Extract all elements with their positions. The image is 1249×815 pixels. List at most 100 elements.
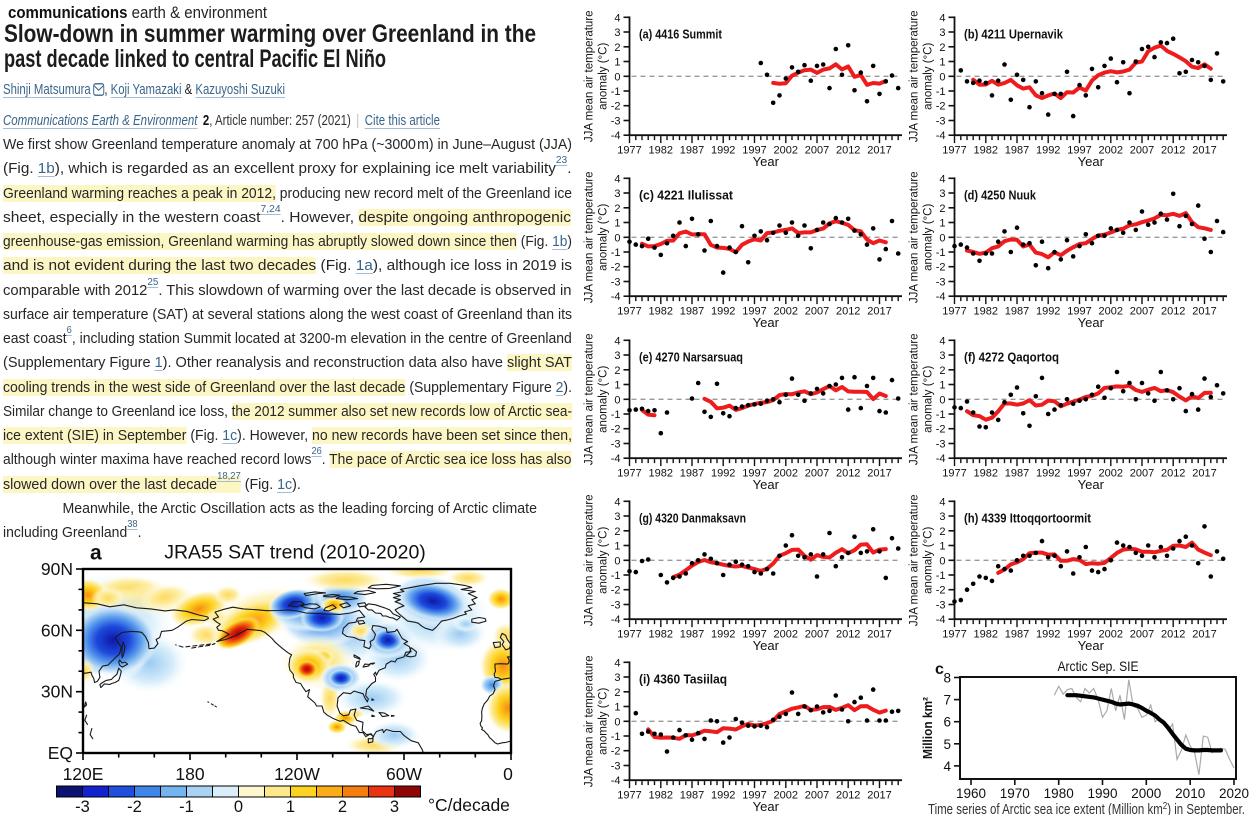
svg-text:0: 0 xyxy=(234,798,243,815)
svg-text:anomaly (°C): anomaly (°C) xyxy=(598,688,610,755)
svg-text:-3: -3 xyxy=(935,599,945,611)
svg-text:-4: -4 xyxy=(935,453,945,465)
svg-text:-2: -2 xyxy=(935,101,945,113)
svg-text:-2: -2 xyxy=(611,262,621,274)
svg-text:-2: -2 xyxy=(935,262,945,274)
svg-text:1: 1 xyxy=(614,379,620,391)
svg-text:(i) 4360 Tasiilaq: (i) 4360 Tasiilaq xyxy=(639,672,727,687)
svg-text:-4: -4 xyxy=(935,291,945,303)
svg-text:4: 4 xyxy=(943,759,951,774)
svg-text:a: a xyxy=(90,542,102,565)
svg-text:3: 3 xyxy=(939,350,945,362)
svg-text:-1: -1 xyxy=(935,409,945,421)
svg-text:2007: 2007 xyxy=(805,629,829,641)
svg-text:-4: -4 xyxy=(611,453,621,465)
svg-text:1992: 1992 xyxy=(1035,467,1059,479)
svg-text:1987: 1987 xyxy=(680,467,704,479)
svg-text:1: 1 xyxy=(286,798,295,815)
svg-text:1982: 1982 xyxy=(649,790,673,802)
svg-text:0: 0 xyxy=(614,71,620,83)
svg-text:-4: -4 xyxy=(935,614,945,626)
svg-text:2: 2 xyxy=(614,687,620,699)
svg-text:2: 2 xyxy=(614,42,620,54)
svg-text:Year: Year xyxy=(753,638,780,652)
svg-text:1987: 1987 xyxy=(680,306,704,318)
svg-text:-3: -3 xyxy=(611,438,621,450)
svg-text:2007: 2007 xyxy=(805,306,829,318)
svg-text:-4: -4 xyxy=(611,614,621,626)
svg-text:2007: 2007 xyxy=(1129,306,1153,318)
svg-text:1987: 1987 xyxy=(1004,306,1028,318)
svg-text:1992: 1992 xyxy=(711,790,735,802)
svg-text:1977: 1977 xyxy=(942,629,966,641)
svg-text:1: 1 xyxy=(614,702,620,714)
svg-text:3: 3 xyxy=(614,27,620,39)
svg-text:1982: 1982 xyxy=(649,629,673,641)
svg-text:2: 2 xyxy=(939,42,945,54)
svg-text:JJA mean air temperature: JJA mean air temperature xyxy=(584,656,596,788)
svg-text:2017: 2017 xyxy=(1192,145,1216,157)
svg-text:4: 4 xyxy=(614,12,620,24)
svg-text:3: 3 xyxy=(939,27,945,39)
svg-text:2017: 2017 xyxy=(1192,467,1216,479)
svg-text:-2: -2 xyxy=(611,585,621,597)
svg-text:1997: 1997 xyxy=(742,629,766,641)
svg-text:2: 2 xyxy=(939,526,945,538)
svg-text:Million km²: Million km² xyxy=(920,696,935,759)
svg-text:-4: -4 xyxy=(611,775,621,787)
svg-text:JJA mean air temperature: JJA mean air temperature xyxy=(584,172,596,304)
svg-text:1: 1 xyxy=(939,379,945,391)
svg-text:2012: 2012 xyxy=(836,629,860,641)
svg-text:-4: -4 xyxy=(935,130,945,142)
svg-text:0: 0 xyxy=(939,394,945,406)
svg-text:1977: 1977 xyxy=(942,145,966,157)
svg-text:-4: -4 xyxy=(611,130,621,142)
svg-text:2002: 2002 xyxy=(1098,145,1122,157)
svg-text:-2: -2 xyxy=(935,585,945,597)
svg-text:1997: 1997 xyxy=(1067,629,1091,641)
svg-text:JJA mean air temperature: JJA mean air temperature xyxy=(908,172,920,304)
svg-text:2017: 2017 xyxy=(867,306,891,318)
svg-text:2002: 2002 xyxy=(1098,467,1122,479)
svg-text:anomaly (°C): anomaly (°C) xyxy=(922,526,934,593)
svg-text:Year: Year xyxy=(753,315,780,329)
svg-text:(a) 4416 Summit: (a) 4416 Summit xyxy=(639,27,723,42)
svg-text:2002: 2002 xyxy=(774,306,798,318)
svg-text:-3: -3 xyxy=(935,116,945,128)
svg-text:30N: 30N xyxy=(41,682,73,702)
svg-text:Year: Year xyxy=(753,477,780,491)
svg-text:6: 6 xyxy=(943,715,951,730)
svg-text:2: 2 xyxy=(614,526,620,538)
svg-text:anomaly (°C): anomaly (°C) xyxy=(598,365,610,432)
svg-text:-3: -3 xyxy=(611,761,621,773)
svg-text:1982: 1982 xyxy=(973,306,997,318)
svg-text:1987: 1987 xyxy=(680,629,704,641)
svg-text:0: 0 xyxy=(939,71,945,83)
svg-text:8: 8 xyxy=(943,671,951,686)
svg-text:2012: 2012 xyxy=(1160,306,1184,318)
svg-text:0: 0 xyxy=(614,394,620,406)
svg-text:-1: -1 xyxy=(935,247,945,259)
svg-text:1982: 1982 xyxy=(973,629,997,641)
svg-text:anomaly (°C): anomaly (°C) xyxy=(598,526,610,593)
svg-text:1: 1 xyxy=(614,218,620,230)
svg-text:2017: 2017 xyxy=(1192,629,1216,641)
svg-text:2010: 2010 xyxy=(1175,786,1205,801)
svg-text:1987: 1987 xyxy=(1004,145,1028,157)
svg-text:3: 3 xyxy=(614,672,620,684)
svg-text:-2: -2 xyxy=(611,101,621,113)
svg-text:-3: -3 xyxy=(611,277,621,289)
svg-text:JJA mean air temperature: JJA mean air temperature xyxy=(584,494,596,626)
svg-text:1982: 1982 xyxy=(649,145,673,157)
svg-text:anomaly (°C): anomaly (°C) xyxy=(922,204,934,271)
svg-text:1997: 1997 xyxy=(1067,145,1091,157)
svg-text:-4: -4 xyxy=(611,291,621,303)
svg-text:2002: 2002 xyxy=(1098,629,1122,641)
svg-text:4: 4 xyxy=(614,657,620,669)
svg-text:2: 2 xyxy=(338,798,347,815)
svg-text:1980: 1980 xyxy=(1044,786,1074,801)
svg-text:1987: 1987 xyxy=(1004,629,1028,641)
svg-text:1977: 1977 xyxy=(942,306,966,318)
svg-text:Year: Year xyxy=(753,799,780,813)
svg-text:3: 3 xyxy=(614,350,620,362)
